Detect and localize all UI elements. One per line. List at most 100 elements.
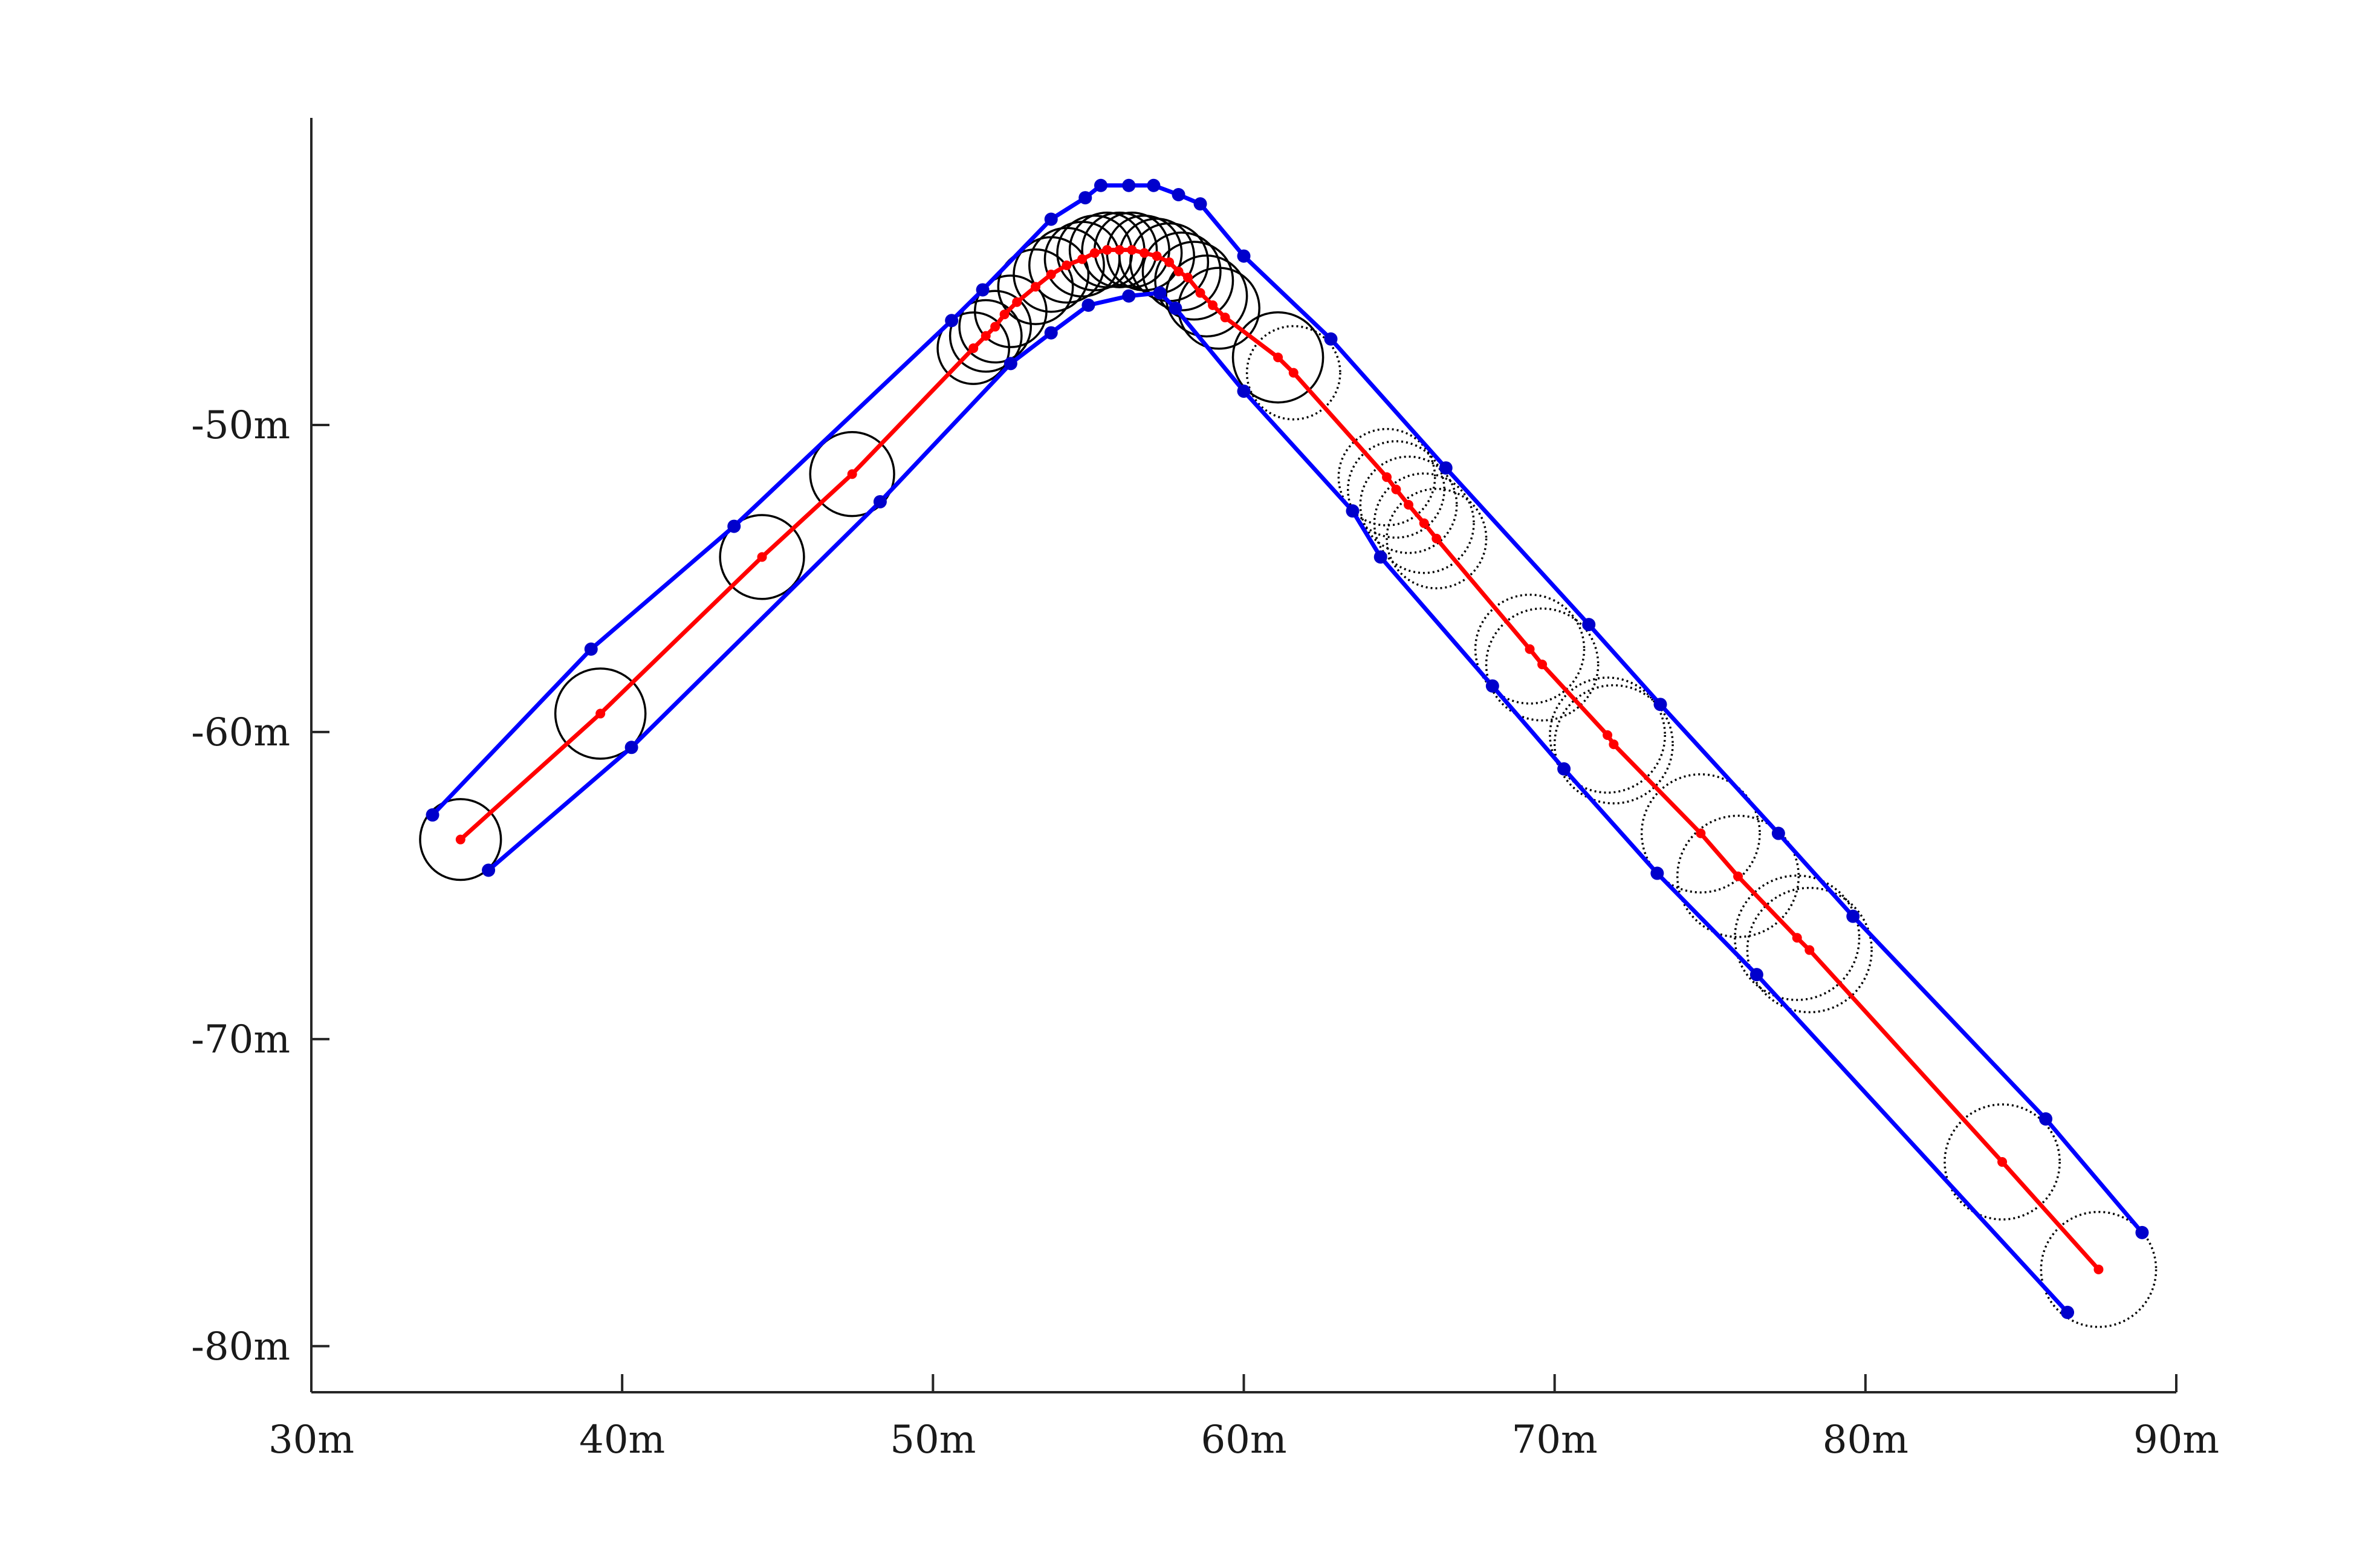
path-point xyxy=(1525,644,1535,654)
center-path xyxy=(455,245,2104,1274)
boundary-right-line xyxy=(487,291,2069,1314)
path-point xyxy=(990,322,1000,332)
boundary-left-point xyxy=(584,642,598,656)
boundary-right-point xyxy=(1557,762,1571,776)
boundary-left-point xyxy=(1044,212,1058,226)
footprint-circle xyxy=(1676,814,1800,938)
footprint-circle xyxy=(997,248,1074,325)
boundary-right-point xyxy=(1485,679,1499,693)
footprint-circle xyxy=(1386,487,1488,589)
boundary-left-point xyxy=(2135,1225,2149,1239)
path-point xyxy=(1609,739,1619,750)
path-point xyxy=(1997,1157,2008,1167)
axes: 30m 40m 50m 60m 70m 80m 90m -80m -70m -60m -50m xyxy=(191,118,2219,1462)
path-point xyxy=(1046,270,1056,280)
path-point xyxy=(1537,660,1548,670)
footprint-circle xyxy=(1734,874,1861,1001)
path-point xyxy=(1432,533,1442,543)
path-point xyxy=(1404,500,1414,510)
footprint-circles xyxy=(419,211,2158,1328)
footprint-circle xyxy=(1549,676,1666,794)
boundary-right-point xyxy=(1346,504,1360,518)
path-point xyxy=(1173,266,1184,276)
boundary-left-point xyxy=(1582,618,1596,632)
x-tick-label: 80m xyxy=(1823,1418,1908,1462)
boundary-right-point xyxy=(624,741,638,754)
boundary-left-point xyxy=(1771,826,1785,840)
path-point xyxy=(999,310,1010,320)
boundary-left-point xyxy=(426,808,439,822)
path-point xyxy=(1288,368,1299,378)
footprint-circle xyxy=(936,311,1011,385)
y-tick-label: -70m xyxy=(191,1017,290,1062)
path-point xyxy=(1419,518,1429,528)
path-point xyxy=(1152,251,1162,261)
path-point xyxy=(1077,254,1088,264)
path-point xyxy=(1102,245,1112,255)
boundary-left-point xyxy=(1094,178,1107,192)
path-point xyxy=(981,331,991,341)
footprint-circle xyxy=(1474,594,1586,705)
y-tick-label: -60m xyxy=(191,710,290,755)
x-tick-label: 60m xyxy=(1201,1418,1286,1462)
boundary-left-point xyxy=(1439,461,1453,475)
path-point xyxy=(1089,248,1100,258)
path-point xyxy=(968,343,979,353)
path-point xyxy=(1195,288,1205,298)
footprint-circle xyxy=(1346,440,1445,539)
boundary-right-point xyxy=(482,863,496,877)
boundary-right-point xyxy=(1169,301,1182,315)
boundary-left-point xyxy=(727,519,741,533)
footprint-circle xyxy=(1165,255,1248,338)
boundary-right-point xyxy=(1650,866,1664,880)
x-tick-label: 50m xyxy=(890,1418,976,1462)
path-point xyxy=(1391,484,1401,495)
path-point xyxy=(1603,730,1613,740)
boundary-left-point xyxy=(976,283,990,297)
boundary-right-point xyxy=(1081,298,1095,312)
boundary-left-point xyxy=(1653,698,1667,712)
boundary-right-point xyxy=(1122,289,1136,303)
footprint-circle xyxy=(809,431,895,517)
footprint-circle xyxy=(1373,472,1475,574)
footprint-circle xyxy=(1081,211,1158,288)
boundary-left-point xyxy=(1078,191,1092,205)
boundary-left-point xyxy=(945,314,959,328)
path-point xyxy=(1208,300,1218,310)
path-point xyxy=(1804,945,1815,955)
boundary-right-point xyxy=(1749,968,1763,982)
boundary-left-point xyxy=(2039,1112,2053,1126)
path-point xyxy=(1012,297,1022,307)
boundary-left-point xyxy=(1122,178,1136,192)
corridor-boundaries xyxy=(426,178,2149,1319)
path-point xyxy=(1733,871,1743,881)
path-point xyxy=(1139,248,1149,258)
path-point xyxy=(1062,260,1072,270)
footprint-circle xyxy=(1640,773,1761,893)
path-point xyxy=(1114,245,1124,255)
footprint-circle xyxy=(1944,1103,2061,1221)
boundary-left-point xyxy=(1193,197,1207,211)
boundary-right-point xyxy=(1237,384,1251,398)
boundary-left-point xyxy=(1846,909,1860,923)
footprint-circle xyxy=(1746,886,1873,1014)
footprint-circle xyxy=(1485,607,1600,722)
path-point xyxy=(1164,257,1175,267)
x-tick-label: 70m xyxy=(1512,1418,1598,1462)
path-point xyxy=(455,834,465,845)
path-point xyxy=(847,469,857,479)
footprint-circle xyxy=(958,290,1033,364)
boundary-right-point xyxy=(1004,357,1017,371)
x-tick-label: 90m xyxy=(2133,1418,2219,1462)
y-tick-label: -50m xyxy=(191,403,290,448)
boundary-left-line xyxy=(430,183,2144,1234)
path-point xyxy=(1792,933,1802,943)
footprint-circle xyxy=(2040,1210,2158,1328)
boundary-right-point xyxy=(1373,550,1387,564)
y-tick-label: -80m xyxy=(191,1325,290,1369)
path-point xyxy=(1273,352,1283,363)
footprint-circle xyxy=(419,798,502,881)
path-point xyxy=(1220,313,1230,323)
x-tick-label: 40m xyxy=(579,1418,665,1462)
boundary-right-point xyxy=(1153,286,1167,300)
